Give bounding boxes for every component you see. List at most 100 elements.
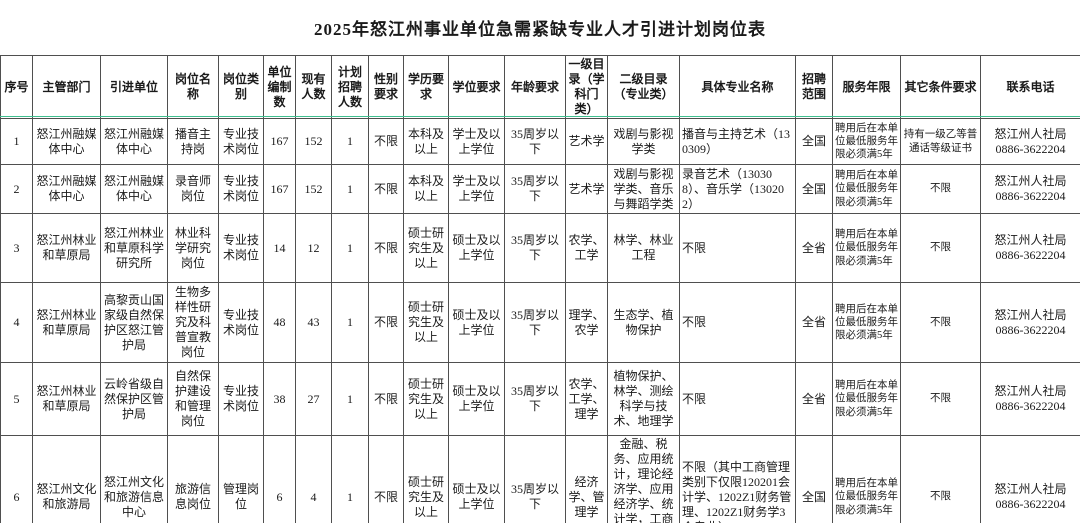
cell-level2-catalog: 戏剧与影视学类、音乐与舞蹈学类	[607, 164, 680, 214]
cell-level1-catalog: 理学、农学	[565, 282, 608, 363]
cell-other-conditions: 不限	[900, 282, 981, 363]
cell-contact-phone: 怒江州人社局 0886-3622204	[980, 164, 1080, 214]
cell-age: 35周岁以下	[504, 213, 566, 283]
col-header-major-name: 具体专业名称	[679, 55, 796, 119]
cell-level2-catalog: 植物保护、林学、测绘科学与技术、地理学	[607, 362, 680, 436]
cell-current-count: 12	[295, 213, 332, 283]
table-body: 1 怒江州融媒体中心 怒江州融媒体中心 播音主持岗 专业技术岗位 167 152 1 不限 本科及…	[0, 118, 1080, 523]
cell-degree: 学士及以上学位	[448, 118, 505, 165]
cell-unit: 怒江州融媒体中心	[100, 164, 168, 214]
cell-education: 硕士研究生及以上	[403, 435, 449, 523]
cell-plan-count: 1	[331, 362, 369, 436]
cell-current-count: 43	[295, 282, 332, 363]
cell-contact-phone: 怒江州人社局 0886-3622204	[980, 213, 1080, 283]
cell-plan-count: 1	[331, 282, 369, 363]
cell-other-conditions: 不限	[900, 164, 981, 214]
cell-post-type: 专业技术岗位	[218, 118, 264, 165]
cell-staff-quota: 14	[263, 213, 296, 283]
header-row: 序号 主管部门 引进单位 岗位名称 岗位类别 单位编制数 现有人数 计划招聘人数 性别要求 学历要…	[0, 55, 1080, 119]
cell-staff-quota: 167	[263, 164, 296, 214]
cell-seq: 2	[0, 164, 33, 214]
cell-major-name: 录音艺术（130308）、音乐学（130202）	[679, 164, 796, 214]
table-row: 3 怒江州林业和草原局 怒江州林业和草原科学研究所 林业科学研究岗位 专业技术岗位 14 1…	[0, 213, 1080, 283]
cell-plan-count: 1	[331, 164, 369, 214]
col-header-education: 学历要求	[403, 55, 449, 119]
cell-plan-count: 1	[331, 213, 369, 283]
cell-seq: 6	[0, 435, 33, 523]
cell-current-count: 152	[295, 164, 332, 214]
cell-dept: 怒江州林业和草原局	[32, 362, 101, 436]
cell-post-name: 林业科学研究岗位	[167, 213, 219, 283]
col-header-level1-catalog: 一级目录（学科门类）	[565, 55, 608, 119]
cell-age: 35周岁以下	[504, 282, 566, 363]
table-row: 4 怒江州林业和草原局 高黎贡山国家级自然保护区怒江管护局 生物多样性研究及科普宣教岗…	[0, 282, 1080, 363]
cell-age: 35周岁以下	[504, 118, 566, 165]
cell-post-type: 专业技术岗位	[218, 213, 264, 283]
position-table: 序号 主管部门 引进单位 岗位名称 岗位类别 单位编制数 现有人数 计划招聘人数 性别要求 学历要…	[0, 55, 1080, 523]
cell-age: 35周岁以下	[504, 164, 566, 214]
cell-post-name: 播音主持岗	[167, 118, 219, 165]
cell-scope: 全省	[795, 362, 833, 436]
cell-contact-phone: 怒江州人社局 0886-3622204	[980, 435, 1080, 523]
cell-seq: 1	[0, 118, 33, 165]
cell-contact-phone: 怒江州人社局 0886-3622204	[980, 362, 1080, 436]
cell-post-type: 专业技术岗位	[218, 362, 264, 436]
table-header: 序号 主管部门 引进单位 岗位名称 岗位类别 单位编制数 现有人数 计划招聘人数 性别要求 学历要…	[0, 55, 1080, 119]
cell-staff-quota: 38	[263, 362, 296, 436]
cell-scope: 全省	[795, 282, 833, 363]
cell-other-conditions: 不限	[900, 362, 981, 436]
cell-major-name: 不限	[679, 362, 796, 436]
cell-major-name: 播音与主持艺术（130309）	[679, 118, 796, 165]
cell-contact-phone: 怒江州人社局 0886-3622204	[980, 282, 1080, 363]
cell-dept: 怒江州林业和草原局	[32, 282, 101, 363]
cell-service-years: 聘用后在本单位最低服务年限必须满5年	[832, 118, 901, 165]
col-header-service-years: 服务年限	[832, 55, 901, 119]
cell-service-years: 聘用后在本单位最低服务年限必须满5年	[832, 362, 901, 436]
cell-scope: 全国	[795, 435, 833, 523]
cell-scope: 全省	[795, 213, 833, 283]
cell-dept: 怒江州融媒体中心	[32, 118, 101, 165]
cell-post-name: 录音师岗位	[167, 164, 219, 214]
cell-level2-catalog: 戏剧与影视学类	[607, 118, 680, 165]
cell-dept: 怒江州融媒体中心	[32, 164, 101, 214]
cell-unit: 怒江州林业和草原科学研究所	[100, 213, 168, 283]
cell-scope: 全国	[795, 164, 833, 214]
cell-scope: 全国	[795, 118, 833, 165]
cell-dept: 怒江州文化和旅游局	[32, 435, 101, 523]
table-row: 6 怒江州文化和旅游局 怒江州文化和旅游信息中心 旅游信息岗位 管理岗位 6 4 1 不限 硕士研…	[0, 435, 1080, 523]
cell-major-name: 不限	[679, 282, 796, 363]
cell-service-years: 聘用后在本单位最低服务年限必须满5年	[832, 435, 901, 523]
cell-contact-phone: 怒江州人社局 0886-3622204	[980, 118, 1080, 165]
col-header-level2-catalog: 二级目录（专业类）	[607, 55, 680, 119]
cell-post-type: 专业技术岗位	[218, 164, 264, 214]
col-header-gender: 性别要求	[368, 55, 404, 119]
cell-other-conditions: 不限	[900, 435, 981, 523]
col-header-current-count: 现有人数	[295, 55, 332, 119]
table-row: 5 怒江州林业和草原局 云岭省级自然保护区管护局 自然保护建设和管理岗位 专业技术岗位 3…	[0, 362, 1080, 436]
cell-major-name: 不限	[679, 213, 796, 283]
col-header-age: 年龄要求	[504, 55, 566, 119]
cell-service-years: 聘用后在本单位最低服务年限必须满5年	[832, 164, 901, 214]
cell-degree: 硕士及以上学位	[448, 213, 505, 283]
col-header-degree: 学位要求	[448, 55, 505, 119]
cell-seq: 4	[0, 282, 33, 363]
col-header-plan-count: 计划招聘人数	[331, 55, 369, 119]
cell-education: 本科及以上	[403, 164, 449, 214]
cell-level2-catalog: 林学、林业工程	[607, 213, 680, 283]
cell-level1-catalog: 农学、工学、理学	[565, 362, 608, 436]
cell-age: 35周岁以下	[504, 362, 566, 436]
cell-seq: 5	[0, 362, 33, 436]
cell-post-name: 自然保护建设和管理岗位	[167, 362, 219, 436]
cell-gender: 不限	[368, 213, 404, 283]
cell-gender: 不限	[368, 435, 404, 523]
table-row: 1 怒江州融媒体中心 怒江州融媒体中心 播音主持岗 专业技术岗位 167 152 1 不限 本科及…	[0, 118, 1080, 165]
cell-degree: 硕士及以上学位	[448, 435, 505, 523]
cell-education: 硕士研究生及以上	[403, 282, 449, 363]
col-header-staff-quota: 单位编制数	[263, 55, 296, 119]
col-header-other-conditions: 其它条件要求	[900, 55, 981, 119]
cell-service-years: 聘用后在本单位最低服务年限必须满5年	[832, 213, 901, 283]
cell-unit: 怒江州文化和旅游信息中心	[100, 435, 168, 523]
cell-post-type: 管理岗位	[218, 435, 264, 523]
cell-degree: 硕士及以上学位	[448, 362, 505, 436]
